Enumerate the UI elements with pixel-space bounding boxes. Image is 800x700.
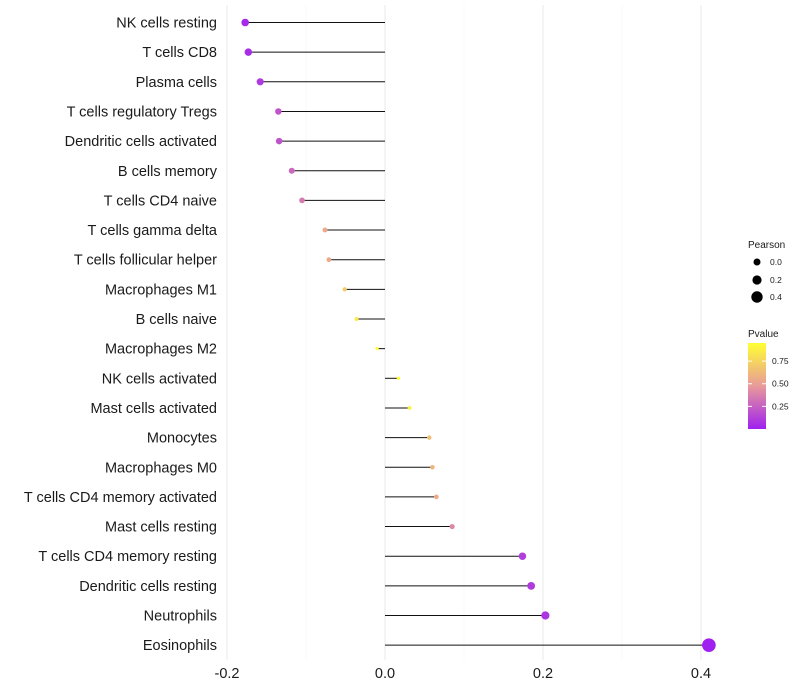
x-tick-label: 0.4 [691, 666, 711, 682]
lollipop-point [702, 638, 716, 652]
lollipop-point [427, 435, 432, 440]
lollipop-point [241, 18, 249, 27]
size-legend-label: 0.2 [770, 275, 782, 285]
lollipop-point [375, 347, 379, 351]
category-label: Macrophages M0 [105, 460, 217, 476]
size-legend-key [752, 275, 762, 285]
x-tick-label: -0.2 [215, 666, 240, 682]
category-label: Dendritic cells activated [65, 134, 217, 150]
color-legend-label: 0.75 [772, 356, 789, 366]
lollipop-point [541, 611, 550, 620]
lollipop-point [322, 227, 328, 233]
color-legend-title: Pvalue [748, 329, 779, 340]
x-tick-label: 0.2 [533, 666, 553, 682]
size-legend-key [753, 258, 761, 266]
lollipop-point [244, 48, 253, 56]
category-label: Mast cells resting [105, 520, 217, 536]
category-labels: NK cells resting T cells CD8 Plasma cells T… [24, 16, 218, 655]
lollipop-point [326, 257, 332, 263]
category-label: T cells CD4 memory resting [38, 549, 217, 565]
stem-layer [245, 22, 709, 646]
lollipop-point [354, 317, 359, 321]
size-legend: Pearson 0.0 0.2 0.4 [748, 240, 785, 303]
lollipop-point [527, 581, 536, 590]
category-label: NK cells resting [116, 16, 217, 32]
colorbar [748, 343, 766, 429]
lollipop-point [449, 523, 455, 530]
category-label: T cells CD4 memory activated [24, 490, 217, 506]
size-legend-label: 0.0 [770, 257, 782, 267]
size-legend-title: Pearson [748, 240, 785, 251]
lollipop-point [299, 197, 305, 204]
category-label: Monocytes [147, 431, 217, 447]
category-label: T cells follicular helper [74, 253, 217, 269]
lollipop-point [342, 287, 347, 292]
category-label: B cells memory [118, 164, 218, 180]
x-tick-label: 0.0 [375, 666, 395, 682]
category-label: Plasma cells [136, 75, 217, 91]
point-layer [241, 18, 716, 652]
size-legend-key [751, 291, 763, 303]
category-label: Dendritic cells resting [79, 579, 217, 595]
lollipop-point [396, 376, 401, 381]
color-legend-label: 0.25 [772, 401, 789, 411]
lollipop-point [430, 464, 435, 470]
grid-layer [226, 5, 702, 660]
category-label: T cells CD4 naive [104, 193, 217, 209]
lollipop-point [288, 167, 295, 174]
category-label: Mast cells activated [90, 401, 217, 417]
category-label: T cells gamma delta [88, 223, 218, 239]
category-label: NK cells activated [102, 371, 217, 387]
category-label: Eosinophils [143, 638, 217, 654]
category-label: Macrophages M2 [105, 342, 217, 358]
lollipop-point [275, 137, 283, 145]
category-label: B cells naive [136, 312, 217, 328]
lollipop-point [256, 78, 264, 86]
category-label: Neutrophils [144, 609, 217, 625]
category-label: T cells regulatory Tregs [67, 104, 217, 120]
lollipop-point [434, 494, 439, 500]
x-axis-ticks: -0.2 0.0 0.2 0.4 [215, 666, 712, 682]
size-legend-label: 0.4 [770, 292, 782, 302]
category-label: T cells CD8 [142, 45, 217, 61]
lollipop-point [275, 108, 282, 115]
lollipop-point [518, 552, 527, 560]
lollipop-point [407, 406, 412, 410]
color-legend: Pvalue 0.25 0.50 0.75 [748, 329, 789, 429]
color-legend-label: 0.50 [772, 379, 789, 389]
category-label: Macrophages M1 [105, 282, 217, 298]
